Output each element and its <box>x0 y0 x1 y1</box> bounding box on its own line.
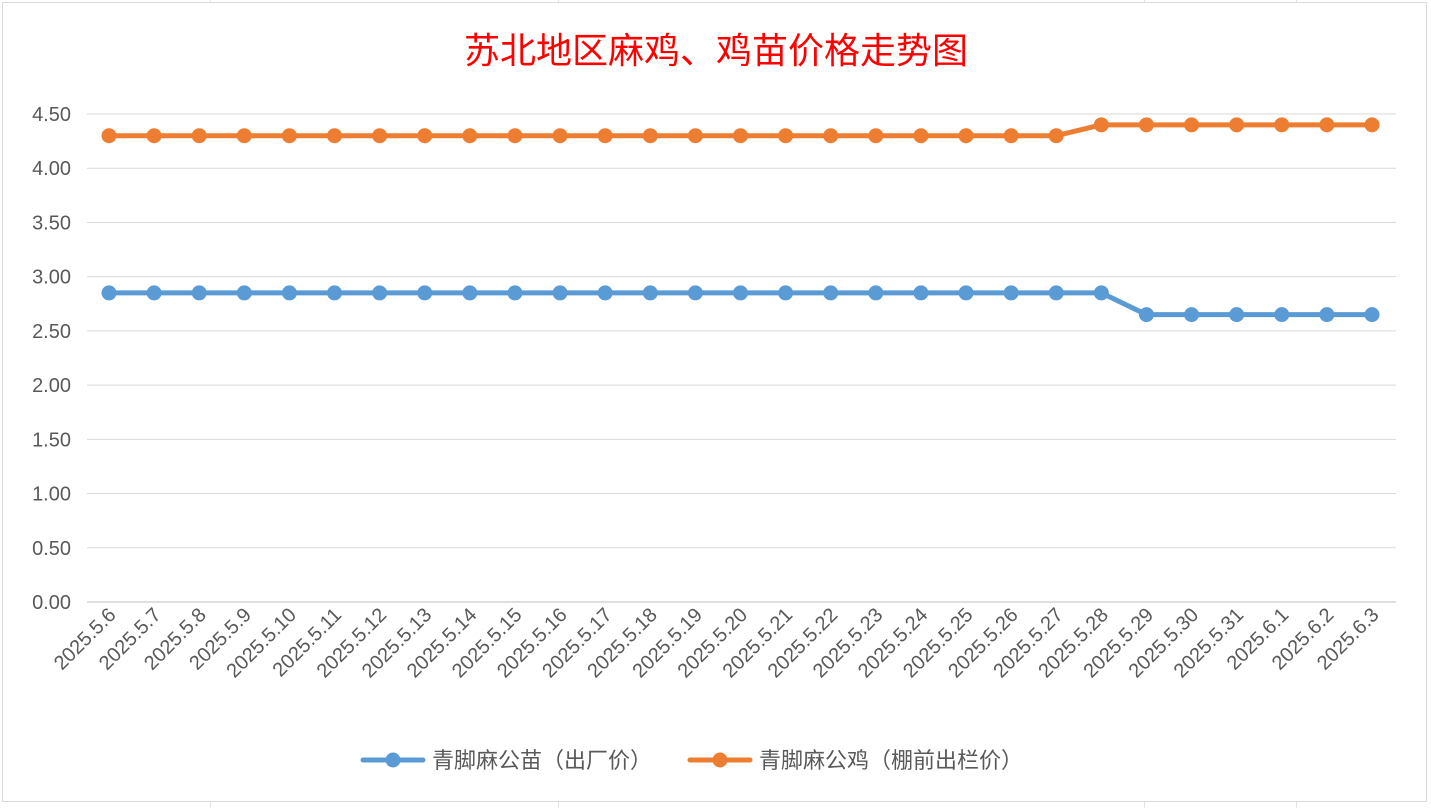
data-point[interactable] <box>733 128 748 144</box>
legend-item[interactable]: 青脚麻公苗（出厂价） <box>360 748 652 773</box>
data-point[interactable] <box>1274 307 1290 323</box>
data-point[interactable] <box>236 285 252 301</box>
y-tick-label: 4.00 <box>32 158 71 180</box>
legend-label: 青脚麻公鸡（棚前出栏价） <box>759 748 1023 773</box>
data-point[interactable] <box>1319 117 1335 133</box>
data-point[interactable] <box>1003 285 1019 301</box>
data-point[interactable] <box>687 285 703 301</box>
data-point[interactable] <box>597 285 613 301</box>
legend[interactable]: 青脚麻公苗（出厂价） 青脚麻公鸡（棚前出栏价） <box>360 748 1023 773</box>
data-point[interactable] <box>913 128 929 144</box>
data-point[interactable] <box>642 285 658 301</box>
data-point[interactable] <box>281 128 297 144</box>
data-point[interactable] <box>778 128 794 144</box>
data-point[interactable] <box>417 285 433 301</box>
x-axis-ticks: 2025.5.62025.5.72025.5.82025.5.92025.5.1… <box>50 604 1384 682</box>
legend-label: 青脚麻公苗（出厂价） <box>432 748 652 773</box>
data-point[interactable] <box>733 285 748 301</box>
series-layer <box>101 117 1380 323</box>
data-point[interactable] <box>1274 117 1290 133</box>
data-point[interactable] <box>191 285 207 301</box>
data-point[interactable] <box>1003 128 1019 144</box>
data-point[interactable] <box>552 285 568 301</box>
legend-marker <box>712 752 728 768</box>
series-1 <box>101 285 1380 323</box>
data-point[interactable] <box>507 285 523 301</box>
data-point[interactable] <box>327 285 343 301</box>
data-point[interactable] <box>823 128 839 144</box>
data-point[interactable] <box>1184 117 1200 133</box>
y-tick-label: 0.50 <box>32 538 71 560</box>
data-point[interactable] <box>1229 307 1245 323</box>
y-tick-label: 1.50 <box>32 429 71 451</box>
data-point[interactable] <box>236 128 252 144</box>
data-point[interactable] <box>327 128 343 144</box>
data-point[interactable] <box>507 128 523 144</box>
data-point[interactable] <box>823 285 839 301</box>
legend-marker <box>385 752 401 768</box>
y-axis-ticks: 0.00 0.50 1.00 1.50 2.00 2.50 3.00 3.50 4.00 4.50 <box>32 104 71 614</box>
chart-title: 苏北地区麻鸡、鸡苗价格走势图 <box>464 31 968 72</box>
data-point[interactable] <box>1093 117 1109 133</box>
legend-item[interactable]: 青脚麻公鸡（棚前出栏价） <box>687 748 1023 773</box>
data-point[interactable] <box>101 285 117 301</box>
data-point[interactable] <box>1138 307 1154 323</box>
data-point[interactable] <box>1229 117 1245 133</box>
data-point[interactable] <box>462 128 478 144</box>
data-point[interactable] <box>281 285 297 301</box>
data-point[interactable] <box>1319 307 1335 323</box>
data-point[interactable] <box>868 128 884 144</box>
data-point[interactable] <box>778 285 794 301</box>
y-tick-label: 3.50 <box>32 212 71 234</box>
y-tick-label: 4.50 <box>32 104 71 126</box>
data-point[interactable] <box>642 128 658 144</box>
data-point[interactable] <box>597 128 613 144</box>
data-point[interactable] <box>462 285 478 301</box>
gridlines <box>87 113 1396 603</box>
data-point[interactable] <box>417 128 433 144</box>
data-point[interactable] <box>552 128 568 144</box>
data-point[interactable] <box>687 128 703 144</box>
data-point[interactable] <box>191 128 207 144</box>
data-point[interactable] <box>1048 285 1064 301</box>
y-tick-label: 2.00 <box>32 375 71 397</box>
data-point[interactable] <box>1364 307 1380 323</box>
y-tick-label: 1.00 <box>32 484 71 506</box>
data-point[interactable] <box>1138 117 1154 133</box>
y-tick-label: 3.00 <box>32 267 71 289</box>
data-point[interactable] <box>958 128 974 144</box>
y-tick-label: 0.00 <box>32 592 71 614</box>
data-point[interactable] <box>868 285 884 301</box>
data-point[interactable] <box>372 285 388 301</box>
series-2 <box>101 117 1380 144</box>
data-point[interactable] <box>1184 307 1200 323</box>
data-point[interactable] <box>1093 285 1109 301</box>
y-tick-label: 2.50 <box>32 321 71 343</box>
data-point[interactable] <box>913 285 929 301</box>
data-point[interactable] <box>372 128 388 144</box>
data-point[interactable] <box>958 285 974 301</box>
data-point[interactable] <box>146 128 162 144</box>
data-point[interactable] <box>146 285 162 301</box>
data-point[interactable] <box>1048 128 1064 144</box>
data-point[interactable] <box>101 128 117 144</box>
data-point[interactable] <box>1364 117 1380 133</box>
